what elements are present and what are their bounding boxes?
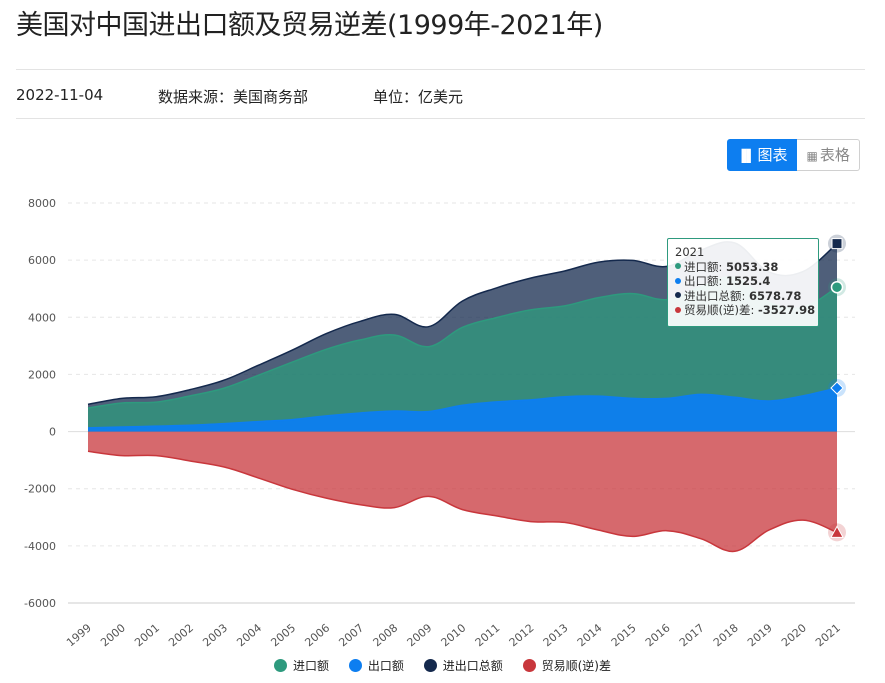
legend-item-import[interactable]: 进口额 [274,657,329,674]
x-tick-label: 2008 [371,621,401,649]
chart-view-label: 图表 [757,146,788,164]
x-tick-label: 2003 [200,621,230,649]
x-tick-label: 2012 [507,621,537,649]
legend-label: 出口额 [367,659,404,673]
x-tick-label: 2005 [268,621,298,649]
chart-legend: 进口额 出口额 进出口总额 贸易顺(逆)差 [0,657,885,675]
total-dot-icon [675,292,681,299]
legend-item-deficit[interactable]: 贸易顺(逆)差 [522,657,611,674]
y-tick-label: 6000 [28,254,56,267]
legend-item-export[interactable]: 出口额 [348,657,404,674]
data-source: 数据来源：美国商务部 [158,88,309,106]
x-tick-label: 2013 [541,621,571,649]
deficit-legend-icon [522,659,536,672]
area-series [88,276,837,432]
tooltip-label: 贸易顺(逆)差: [684,303,759,318]
export-legend-icon [348,659,362,672]
chart-view-button[interactable]: ▐▌ 图表 [727,139,798,171]
x-tick-label: 2011 [473,621,503,649]
legend-label: 进口额 [293,659,330,673]
y-tick-label: 8000 [28,197,56,210]
legend-item-total[interactable]: 进出口总额 [423,657,503,674]
data-point-total [831,238,843,250]
data-point-export [830,381,844,395]
series-line [87,387,838,429]
bar-chart-icon: ▐▌ [737,149,756,163]
x-tick-label: 2006 [302,621,332,649]
y-tick-label: -2000 [24,483,56,496]
series-line [87,450,838,553]
tooltip-row-export: 出口额: 1525.4 [675,274,811,289]
y-tick-label: -6000 [24,597,56,610]
total-legend-icon [423,659,437,672]
grid-icon: ▦ [806,149,818,163]
legend-label: 贸易顺(逆)差 [541,659,611,673]
tooltip-value: 5053.38 [726,259,779,274]
data-point-deficit [830,525,844,538]
x-tick-label: 2014 [575,621,605,649]
chart-tooltip: 2021 进口额: 5053.38 出口额: 1525.4 进出口总额: 657… [667,238,819,327]
tooltip-value: 1525.4 [726,274,771,289]
x-tick-label: 2009 [405,621,435,649]
x-tick-label: 2001 [132,621,162,649]
page-title: 美国对中国进出口额及贸易逆差(1999年-2021年) [16,10,603,41]
import-legend-icon [274,659,288,672]
y-tick-label: 2000 [28,368,56,381]
divider-top [16,69,865,70]
legend-label: 进出口总额 [442,659,503,673]
tooltip-row-import: 进口额: 5053.38 [675,260,811,275]
tooltip-row-total: 进出口总额: 6578.78 [675,289,811,304]
view-toggle: ▐▌ 图表 ▦ 表格 [727,139,860,171]
tooltip-label: 进口额: [684,259,727,274]
x-tick-label: 2002 [166,621,196,649]
publish-date: 2022-11-04 [16,86,104,104]
tooltip-value: -3527.98 [758,303,816,318]
export-dot-icon [675,277,681,284]
x-tick-label: 1999 [64,621,94,649]
x-tick-label: 2021 [813,621,843,649]
x-tick-label: 2020 [779,621,809,649]
x-tick-label: 2017 [677,621,707,649]
tooltip-value: 6578.78 [749,288,802,303]
table-view-label: 表格 [819,146,850,164]
x-tick-label: 2019 [745,621,775,649]
x-tick-label: 2007 [336,621,366,649]
import-dot-icon [675,263,681,270]
y-tick-label: -4000 [24,540,56,553]
tooltip-year: 2021 [675,245,705,259]
x-tick-label: 2004 [234,621,264,649]
x-tick-label: 2016 [643,621,673,649]
area-series [88,431,837,552]
data-point-import [830,280,844,294]
x-tick-label: 2000 [98,621,128,649]
x-tick-label: 2015 [609,621,639,649]
deficit-dot-icon [675,306,681,313]
y-tick-label: 0 [49,426,56,439]
tooltip-row-deficit: 贸易顺(逆)差: -3527.98 [675,303,815,318]
y-tick-label: 4000 [28,311,56,324]
x-tick-label: 2018 [711,621,741,649]
tooltip-label: 进出口总额: [684,288,750,303]
tooltip-label: 出口额: [684,274,727,289]
unit-label: 单位：亿美元 [373,88,464,106]
table-view-button[interactable]: ▦ 表格 [797,139,860,171]
x-tick-label: 2010 [439,621,469,649]
divider-bottom [16,118,865,119]
